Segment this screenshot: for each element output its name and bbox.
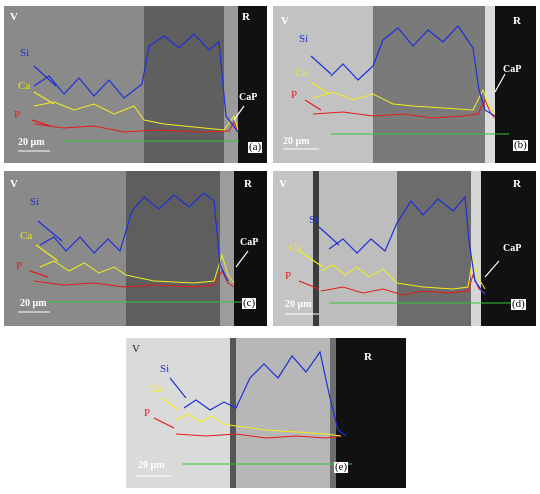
panel-d-cap-label: CaP: [503, 243, 522, 254]
panel-c-p-label: P: [16, 260, 23, 272]
panel-e-letter: (e): [334, 461, 349, 473]
panel-e-p-label: P: [144, 407, 151, 419]
panel-d-si-label: Si: [309, 214, 319, 226]
panel-a-p-label: P: [14, 109, 21, 121]
micrograph-panel-b: V R Si Ca P CaP 20 µm (b): [273, 6, 536, 163]
micrograph-panel-c: V R Si Ca P CaP 20 µm (c): [4, 171, 267, 326]
micrograph-e-image: [126, 338, 406, 488]
panel-a-scale-bar-label: 20 µm: [18, 137, 45, 148]
panel-b-letter: (b): [513, 139, 528, 151]
micrograph-a-image: [4, 6, 267, 163]
micrograph-b-image: [273, 6, 536, 163]
panel-b-corner-right: R: [513, 15, 521, 27]
panel-e-corner-right: R: [364, 351, 372, 363]
panel-c-ca-label: Ca: [20, 230, 33, 242]
panel-a-si-label: Si: [20, 47, 30, 59]
panel-d-ca-label: Ca: [289, 242, 302, 254]
micrograph-panel-d: V R Si Ca P CaP 20 µm (d): [273, 171, 536, 326]
panel-c-letter: (c): [242, 297, 257, 309]
panel-c-si-label: Si: [30, 196, 40, 208]
panel-a-ca-label: Ca: [18, 80, 31, 92]
micrograph-panel-e: V R Si Ca P 20 µm (e): [126, 338, 406, 488]
panel-b-cap-label: CaP: [503, 64, 522, 75]
panel-d-letter: (d): [511, 298, 526, 310]
micrograph-panel-a: V R Si Ca P CaP 20 µm (a): [4, 6, 267, 163]
panel-b-si-label: Si: [299, 33, 309, 45]
panel-a-corner-left: V: [10, 11, 18, 23]
micrograph-d-image: [273, 171, 536, 326]
panel-e-ca-label: Ca: [150, 383, 163, 395]
panel-a-cap-label: CaP: [239, 92, 258, 103]
panel-d-corner-left: V: [279, 178, 287, 190]
panel-e-corner-left: V: [132, 343, 140, 355]
panel-e-scale-bar-label: 20 µm: [138, 460, 165, 471]
panel-b-p-label: P: [291, 89, 298, 101]
panel-d-scale-bar-label: 20 µm: [285, 299, 312, 310]
panel-c-cap-label: CaP: [240, 237, 259, 248]
panel-c-corner-left: V: [10, 178, 18, 190]
panel-b-scale-bar-label: 20 µm: [283, 136, 310, 147]
panel-d-p-label: P: [285, 270, 292, 282]
panel-c-corner-right: R: [244, 178, 252, 190]
panel-b-ca-label: Ca: [295, 67, 308, 79]
micrograph-c-image: [4, 171, 267, 326]
panel-c-scale-bar-label: 20 µm: [20, 298, 47, 309]
panel-a-corner-right: R: [242, 11, 250, 23]
panel-d-corner-right: R: [513, 178, 521, 190]
panel-a-letter: (a): [248, 141, 263, 153]
panel-e-si-label: Si: [160, 363, 170, 375]
panel-b-corner-left: V: [281, 15, 289, 27]
